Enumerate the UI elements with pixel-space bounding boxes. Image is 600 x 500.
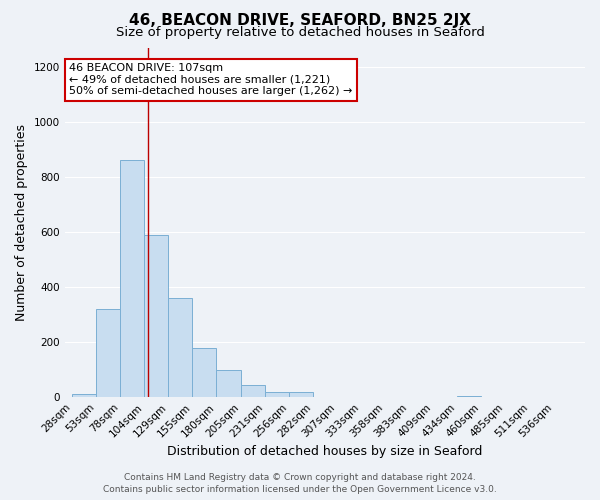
- Bar: [241, 385, 265, 397]
- Bar: [168, 298, 193, 397]
- Bar: [265, 392, 289, 397]
- Bar: [289, 392, 313, 397]
- Bar: [457, 396, 481, 397]
- Text: Size of property relative to detached houses in Seaford: Size of property relative to detached ho…: [116, 26, 484, 39]
- Bar: [120, 160, 144, 397]
- Bar: [217, 370, 241, 397]
- Y-axis label: Number of detached properties: Number of detached properties: [15, 124, 28, 321]
- Bar: [72, 394, 96, 397]
- Text: Contains HM Land Registry data © Crown copyright and database right 2024.
Contai: Contains HM Land Registry data © Crown c…: [103, 472, 497, 494]
- Text: 46, BEACON DRIVE, SEAFORD, BN25 2JX: 46, BEACON DRIVE, SEAFORD, BN25 2JX: [129, 12, 471, 28]
- Text: 46 BEACON DRIVE: 107sqm
← 49% of detached houses are smaller (1,221)
50% of semi: 46 BEACON DRIVE: 107sqm ← 49% of detache…: [70, 63, 353, 96]
- Bar: [144, 235, 168, 397]
- Bar: [193, 348, 217, 397]
- Bar: [96, 309, 120, 397]
- X-axis label: Distribution of detached houses by size in Seaford: Distribution of detached houses by size …: [167, 444, 482, 458]
